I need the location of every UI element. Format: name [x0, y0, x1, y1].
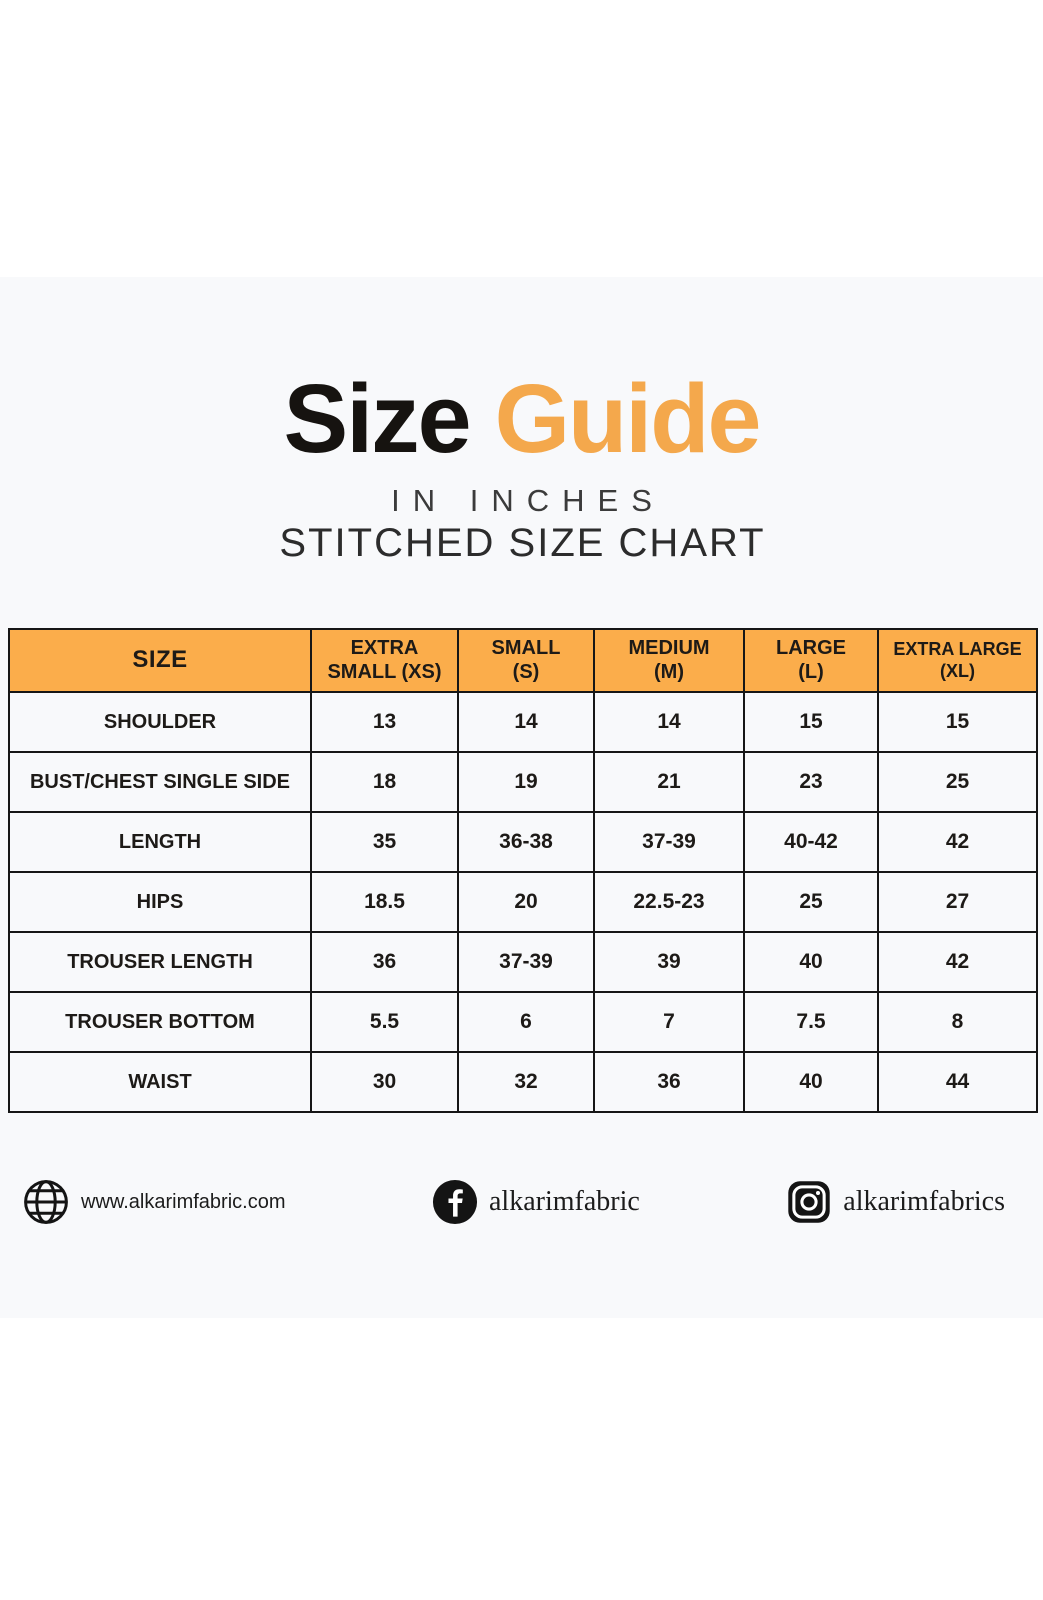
cell-value: 14 — [457, 691, 595, 753]
cell-value: 18.5 — [310, 871, 459, 933]
cell-value: 15 — [877, 691, 1038, 753]
footer-facebook: alkarimfabric — [432, 1179, 640, 1225]
cell-value: 27 — [877, 871, 1038, 933]
cell-value: 19 — [457, 751, 595, 813]
cell-value: 40-42 — [743, 811, 879, 873]
cell-value: 14 — [593, 691, 745, 753]
subtitle-stitched-size-chart: STITCHED SIZE CHART — [279, 521, 766, 565]
row-label: LENGTH — [8, 811, 312, 873]
cell-value: 6 — [457, 991, 595, 1053]
title-word-size: Size — [283, 364, 472, 473]
cell-value: 21 — [593, 751, 745, 813]
cell-value: 40 — [743, 931, 879, 993]
cell-value: 7 — [593, 991, 745, 1053]
facebook-icon — [432, 1179, 478, 1225]
title-word-guide: Guide — [494, 364, 762, 473]
page-title: Size Guide — [0, 370, 1043, 467]
footer: www.alkarimfabric.com alkarimfabric alka… — [0, 1174, 1043, 1230]
footer-instagram: alkarimfabrics — [786, 1179, 1005, 1225]
cell-value: 18 — [310, 751, 459, 813]
column-header: EXTRA SMALL (XS) — [310, 628, 459, 693]
cell-value: 25 — [743, 871, 879, 933]
footer-website: www.alkarimfabric.com — [22, 1178, 285, 1226]
column-header: MEDIUM (M) — [593, 628, 745, 693]
globe-icon — [24, 1180, 68, 1224]
table-header-row: SIZE EXTRA SMALL (XS) SMALL (S) MEDIUM (M) L… — [8, 628, 1038, 693]
cell-value: 20 — [457, 871, 595, 933]
row-label: TROUSER LENGTH — [8, 931, 312, 993]
cell-value: 39 — [593, 931, 745, 993]
cell-value: 15 — [743, 691, 879, 753]
row-label: SHOULDER — [8, 691, 312, 753]
table-row: WAIST 30 32 36 40 44 — [8, 1051, 1038, 1113]
row-label: WAIST — [8, 1051, 312, 1113]
cell-value: 13 — [310, 691, 459, 753]
row-label: BUST/CHEST SINGLE SIDE — [8, 751, 312, 813]
cell-value: 36 — [310, 931, 459, 993]
cell-value: 37-39 — [457, 931, 595, 993]
cell-value: 7.5 — [743, 991, 879, 1053]
instagram-icon — [788, 1181, 830, 1223]
row-label: HIPS — [8, 871, 312, 933]
table-row: BUST/CHEST SINGLE SIDE 18 19 21 23 25 — [8, 751, 1038, 813]
table-row: TROUSER BOTTOM 5.5 6 7 7.5 8 — [8, 991, 1038, 1053]
table-row: SHOULDER 13 14 14 15 15 — [8, 691, 1038, 753]
column-header-size: SIZE — [8, 628, 312, 693]
instagram-handle: alkarimfabrics — [843, 1186, 1005, 1217]
cell-value: 36-38 — [457, 811, 595, 873]
cell-value: 32 — [457, 1051, 595, 1113]
row-label: TROUSER BOTTOM — [8, 991, 312, 1053]
table-row: TROUSER LENGTH 36 37-39 39 40 42 — [8, 931, 1038, 993]
table-body: SHOULDER 13 14 14 15 15 BUST/CHEST SINGLE SIDE… — [8, 691, 1038, 1113]
cell-value: 30 — [310, 1051, 459, 1113]
cell-value: 35 — [310, 811, 459, 873]
cell-value: 37-39 — [593, 811, 745, 873]
column-header: LARGE (L) — [743, 628, 879, 693]
cell-value: 36 — [593, 1051, 745, 1113]
table-row: LENGTH 35 36-38 37-39 40-42 42 — [8, 811, 1038, 873]
subtitle-in-inches: IN INCHES — [391, 483, 665, 518]
cell-value: 5.5 — [310, 991, 459, 1053]
cell-value: 40 — [743, 1051, 879, 1113]
size-chart-table: SIZE EXTRA SMALL (XS) SMALL (S) MEDIUM (M) L… — [8, 628, 1038, 1113]
column-header: EXTRA LARGE (XL) — [877, 628, 1038, 693]
website-text: www.alkarimfabric.com — [81, 1190, 286, 1213]
table-row: HIPS 18.5 20 22.5-23 25 27 — [8, 871, 1038, 933]
cell-value: 22.5-23 — [593, 871, 745, 933]
cell-value: 42 — [877, 931, 1038, 993]
cell-value: 42 — [877, 811, 1038, 873]
cell-value: 8 — [877, 991, 1038, 1053]
cell-value: 25 — [877, 751, 1038, 813]
facebook-handle: alkarimfabric — [488, 1186, 640, 1217]
column-header: SMALL (S) — [457, 628, 595, 693]
cell-value: 23 — [743, 751, 879, 813]
cell-value: 44 — [877, 1051, 1038, 1113]
table-header: SIZE EXTRA SMALL (XS) SMALL (S) MEDIUM (M) L… — [8, 628, 1038, 693]
